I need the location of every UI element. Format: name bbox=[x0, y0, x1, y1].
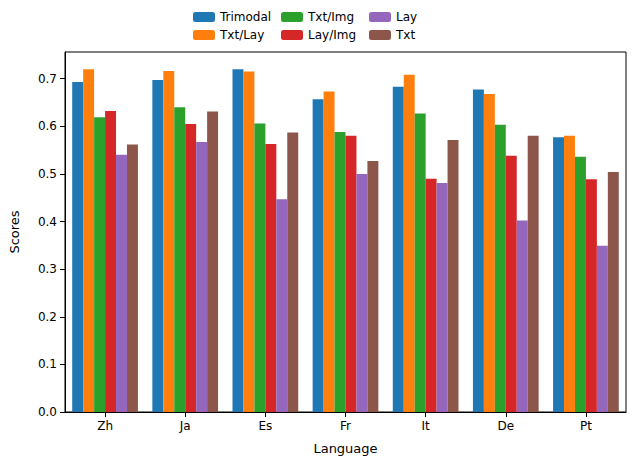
svg-text:0.3: 0.3 bbox=[38, 262, 57, 276]
svg-text:Es: Es bbox=[258, 419, 272, 433]
svg-text:It: It bbox=[422, 419, 431, 433]
svg-text:0.4: 0.4 bbox=[38, 215, 57, 229]
svg-text:Trimodal: Trimodal bbox=[219, 10, 271, 24]
svg-text:0.7: 0.7 bbox=[38, 72, 57, 86]
svg-text:De: De bbox=[497, 419, 514, 433]
svg-text:Ja: Ja bbox=[179, 419, 191, 433]
svg-text:Pt: Pt bbox=[580, 419, 592, 433]
svg-text:0.2: 0.2 bbox=[38, 310, 57, 324]
svg-text:0.6: 0.6 bbox=[38, 119, 57, 133]
svg-text:Lay/Img: Lay/Img bbox=[308, 28, 356, 42]
svg-text:Fr: Fr bbox=[340, 419, 351, 433]
svg-text:Zh: Zh bbox=[97, 419, 113, 433]
svg-text:Scores: Scores bbox=[7, 210, 22, 253]
svg-text:Txt/Lay: Txt/Lay bbox=[219, 28, 264, 42]
svg-text:0.0: 0.0 bbox=[38, 405, 57, 419]
svg-text:0.1: 0.1 bbox=[38, 357, 57, 371]
svg-text:Language: Language bbox=[313, 441, 377, 456]
svg-text:Lay: Lay bbox=[396, 10, 417, 24]
svg-text:Txt: Txt bbox=[395, 28, 415, 42]
svg-text:0.5: 0.5 bbox=[38, 167, 57, 181]
svg-text:Txt/Img: Txt/Img bbox=[307, 10, 354, 24]
